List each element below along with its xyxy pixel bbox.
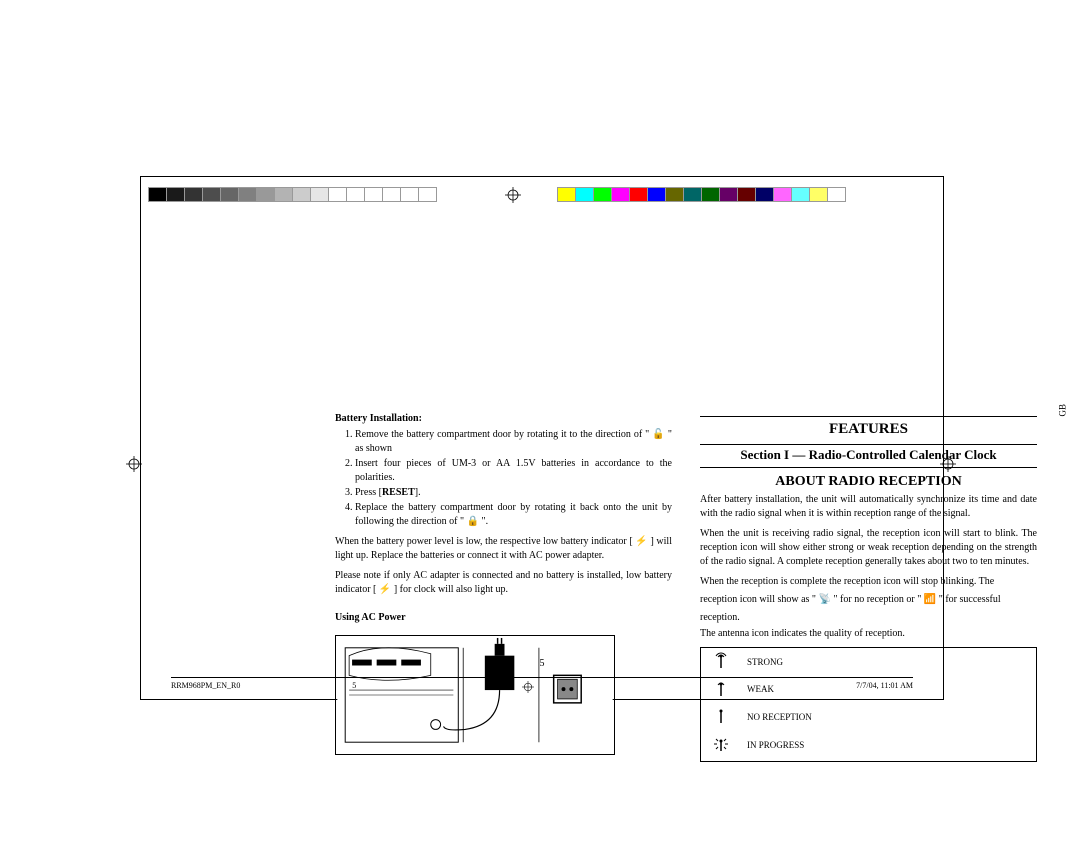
using-ac-power-heading: Using AC Power <box>335 611 672 625</box>
footer-page-num: 5 <box>352 681 356 690</box>
footer-filename: RRM968PM_EN_R0 <box>171 681 240 693</box>
radio-paragraph: When the reception is complete the recep… <box>700 575 1037 589</box>
radio-paragraph: The antenna icon indicates the quality o… <box>700 627 1037 641</box>
reception-label: STRONG <box>747 656 783 669</box>
ac-power-figure <box>335 635 615 755</box>
battery-step: Press [RESET]. <box>355 486 672 500</box>
low-battery-paragraph: When the battery power level is low, the… <box>335 535 672 563</box>
divider <box>700 467 1037 468</box>
reception-row-strong: STRONG <box>701 648 1036 676</box>
section-heading: Section I — Radio-Controlled Calendar Cl… <box>700 447 1037 463</box>
page-content: Battery Installation: Remove the battery… <box>335 412 1037 842</box>
radio-paragraph: After battery installation, the unit wil… <box>700 493 1037 521</box>
reception-row-progress: IN PROGRESS <box>701 731 1036 761</box>
language-label: GB <box>1057 404 1070 417</box>
antenna-progress-icon <box>709 735 733 757</box>
battery-steps-list: Remove the battery compartment door by r… <box>335 428 672 529</box>
divider <box>700 444 1037 445</box>
battery-step: Replace the battery compartment door by … <box>355 501 672 529</box>
radio-paragraph: reception. <box>700 611 1037 625</box>
reception-label: IN PROGRESS <box>747 739 804 752</box>
reception-quality-table: STRONG WEAK NO RECEPTION <box>700 647 1037 761</box>
reception-row-none: NO RECEPTION <box>701 703 1036 731</box>
right-column: GB FEATURES Section I — Radio-Controlled… <box>700 412 1037 842</box>
page-crop-border: Battery Installation: Remove the battery… <box>140 176 944 700</box>
about-heading: ABOUT RADIO RECEPTION <box>700 472 1037 492</box>
page-number: 5 <box>540 658 545 669</box>
radio-paragraph: reception icon will show as " 📡 " for no… <box>700 593 1037 607</box>
footer-timestamp: 7/7/04, 11:01 AM <box>856 681 913 693</box>
radio-paragraph: When the unit is receiving radio signal,… <box>700 527 1037 569</box>
left-column: Battery Installation: Remove the battery… <box>335 412 672 842</box>
antenna-none-icon <box>709 707 733 727</box>
reception-label: NO RECEPTION <box>747 711 812 724</box>
divider <box>700 416 1037 417</box>
page-footer: RRM968PM_EN_R0 5 7/7/04, 11:01 AM <box>171 677 913 693</box>
features-heading: FEATURES <box>700 419 1037 440</box>
antenna-strong-icon <box>709 652 733 672</box>
ac-note-paragraph: Please note if only AC adapter is connec… <box>335 569 672 597</box>
battery-installation-heading: Battery Installation: <box>335 412 672 426</box>
battery-step: Remove the battery compartment door by r… <box>355 428 672 456</box>
footer-page: 5 <box>522 681 574 693</box>
battery-step: Insert four pieces of UM-3 or AA 1.5V ba… <box>355 457 672 485</box>
